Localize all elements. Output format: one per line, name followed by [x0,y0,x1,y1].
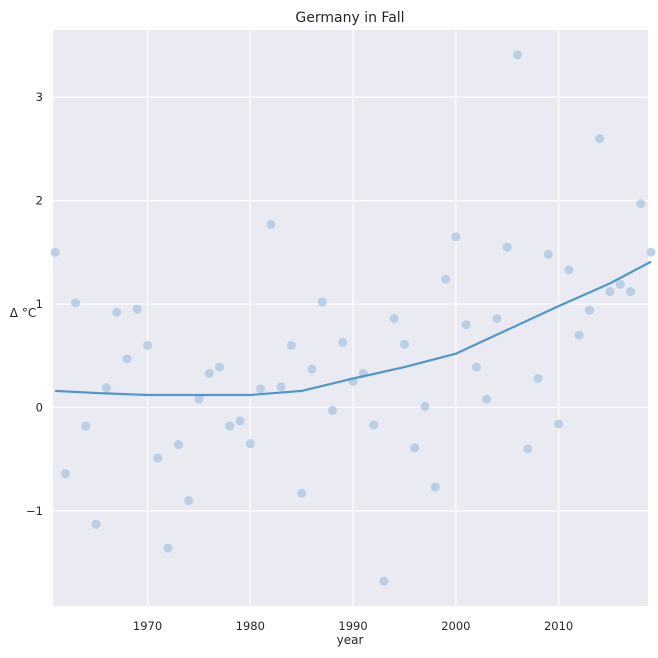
x-tick-label: 2010 [544,619,573,633]
y-tick-label: 3 [36,90,43,104]
data-point [286,340,296,350]
data-point [338,337,348,347]
y-tick-label: 2 [36,194,43,208]
data-point [369,420,379,430]
data-point [214,362,224,372]
data-point [523,444,533,454]
data-point [574,330,584,340]
x-axis-label: year [337,633,364,647]
data-point [554,419,564,429]
data-point [410,443,420,453]
data-point [297,488,307,498]
data-point [122,354,132,364]
data-point [430,482,440,492]
data-point [276,382,286,392]
data-point [512,50,522,60]
data-point [101,383,111,393]
trend-line [55,260,652,397]
data-point [451,232,461,242]
data-point [71,298,81,308]
data-point [50,247,60,257]
data-point [328,406,338,416]
data-point [81,421,91,431]
data-point [163,543,173,553]
data-point [471,362,481,372]
data-point [389,314,399,324]
data-point [225,421,235,431]
data-point [564,265,574,275]
y-gridlines [53,96,648,512]
data-point [595,134,605,144]
data-point [235,416,245,426]
data-point [533,373,543,383]
data-point [317,297,327,307]
data-point [194,394,204,404]
data-point [482,394,492,404]
data-point [173,440,183,450]
data-point [266,219,276,229]
x-tick-label: 1970 [133,619,162,633]
x-tick-label: 1980 [236,619,265,633]
data-point [153,453,163,463]
x-tick-labels: 1970 1980 1990 2000 2010 [133,619,573,633]
data-point [379,576,389,586]
data-point [112,307,122,317]
data-point [132,304,142,314]
data-point [646,247,656,257]
x-gridlines [146,30,560,606]
data-point [461,320,471,330]
data-point [204,368,214,378]
data-point [60,469,70,479]
y-tick-labels: −1 0 1 2 3 [26,90,43,518]
data-point [143,340,153,350]
y-tick-label: 0 [36,400,43,414]
data-point [584,305,594,315]
y-tick-label: 1 [36,297,43,311]
data-point [615,279,625,289]
x-tick-label: 1990 [338,619,367,633]
data-point [245,439,255,449]
data-point [399,339,409,349]
data-point [420,401,430,411]
data-point [543,249,553,259]
data-point [605,287,615,297]
data-point [626,287,636,297]
x-tick-label: 2000 [441,619,470,633]
y-axis-label: Δ °C [10,306,36,320]
data-point [636,199,646,209]
scatter-points [50,50,656,586]
y-tick-label: −1 [26,504,43,518]
data-point [184,496,194,506]
data-point [492,314,502,324]
data-point [441,274,451,284]
chart-title: Germany in Fall [295,10,404,26]
data-point [307,364,317,374]
data-point [91,519,101,529]
data-point [256,384,266,394]
plot-area [53,30,648,606]
data-point [502,242,512,252]
